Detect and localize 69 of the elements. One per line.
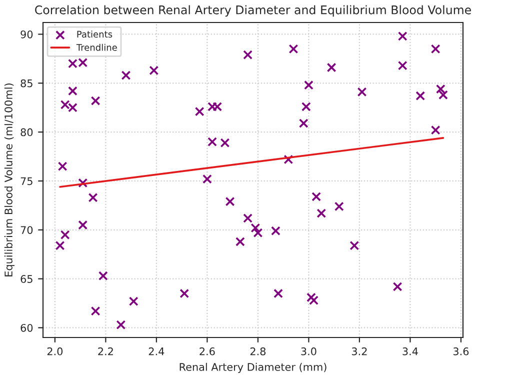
y-tick-label: 75 [20,177,32,186]
point [304,80,314,90]
point [78,178,88,188]
point [116,320,126,330]
point [243,50,253,60]
point [202,174,212,184]
point [90,96,100,106]
y-tick-label: 70 [20,226,33,234]
point [208,137,217,147]
point [306,292,316,302]
point [288,44,298,54]
x-tick-label: 2.2 [98,347,113,356]
point [194,106,204,116]
point [392,282,402,292]
point [55,240,65,250]
point [316,208,326,218]
chart-title: Correlation between Renal Artery Diameter and Equilibrium Blood Volume [35,5,471,17]
point [78,220,88,230]
x-tick-label: 2.4 [148,347,164,356]
point [398,60,408,70]
y-tick-label: 80 [20,128,33,136]
point [60,230,70,240]
point [128,296,138,306]
point [253,228,263,238]
legend-label: Trendline [76,44,117,51]
y-tick-label: 90 [20,30,33,38]
x-tick-label: 2.0 [47,347,63,356]
point [225,196,235,206]
point [90,306,100,316]
y-tick-label: 65 [20,275,32,283]
point [180,288,190,298]
x-tick-label: 3.0 [301,347,316,356]
point [312,192,322,202]
point [274,288,283,298]
point [430,44,440,54]
point [350,240,360,250]
x-tick-label: 2.8 [250,347,266,356]
point [430,125,440,135]
point [149,66,159,76]
point [220,138,230,148]
y-axis-title: Equilibrium Blood Volume (ml/100ml) [4,84,14,276]
point [438,90,448,100]
point [88,192,98,202]
legend-label: Patients [77,30,112,38]
point [398,31,408,41]
point [334,202,344,212]
x-tick-label: 3.6 [453,347,469,356]
point [68,86,78,96]
point [416,91,426,101]
x-tick-label: 3.4 [402,347,418,356]
point [250,223,260,233]
x-axis-title: Renal Artery Diameter (mm) [180,362,326,373]
x-tick-label: 3.2 [352,347,367,356]
y-tick-label: 60 [20,324,33,332]
point [243,213,253,223]
point [326,62,336,72]
point [271,226,280,236]
point [235,236,245,246]
point [301,102,311,112]
point [284,154,294,164]
point [357,87,367,97]
point [309,296,318,306]
point [58,162,68,172]
point [436,84,446,94]
point [298,118,308,128]
x-tick-label: 2.6 [200,347,215,356]
point [121,70,131,80]
point [98,271,108,281]
y-tick-label: 85 [20,79,32,88]
